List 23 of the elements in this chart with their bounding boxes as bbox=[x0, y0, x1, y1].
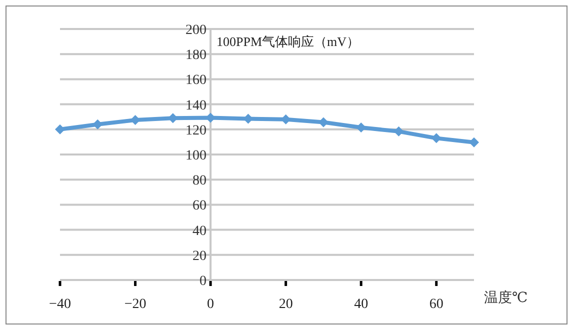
y-tick-label: 60 bbox=[192, 198, 207, 214]
y-tick-label: 0 bbox=[200, 274, 207, 289]
x-tick-label: 40 bbox=[354, 297, 368, 312]
y-tick-label: 80 bbox=[192, 174, 207, 189]
x-tick-label: 20 bbox=[278, 297, 293, 312]
x-tick-label: 60 bbox=[429, 297, 444, 312]
y-tick-label: 20 bbox=[192, 248, 207, 264]
y-tick-label: 160 bbox=[186, 73, 207, 88]
x-axis-title: 温度℃ bbox=[484, 290, 528, 306]
y-tick-label: 140 bbox=[186, 98, 207, 114]
point bbox=[55, 124, 65, 134]
y-tick-label: 100 bbox=[186, 148, 207, 164]
point bbox=[469, 137, 479, 148]
x-tick-label: −40 bbox=[49, 297, 71, 312]
y-tick-label: 200 bbox=[186, 23, 207, 38]
y-tick-label: 180 bbox=[186, 48, 207, 64]
y-tick-label: 120 bbox=[186, 123, 207, 138]
point bbox=[130, 114, 140, 125]
x-tick-label: −20 bbox=[124, 297, 146, 312]
chart-title: 100PPM气体响应（mV） bbox=[216, 34, 360, 49]
point bbox=[394, 126, 404, 136]
point bbox=[431, 133, 442, 144]
y-tick-label: 40 bbox=[192, 224, 207, 239]
